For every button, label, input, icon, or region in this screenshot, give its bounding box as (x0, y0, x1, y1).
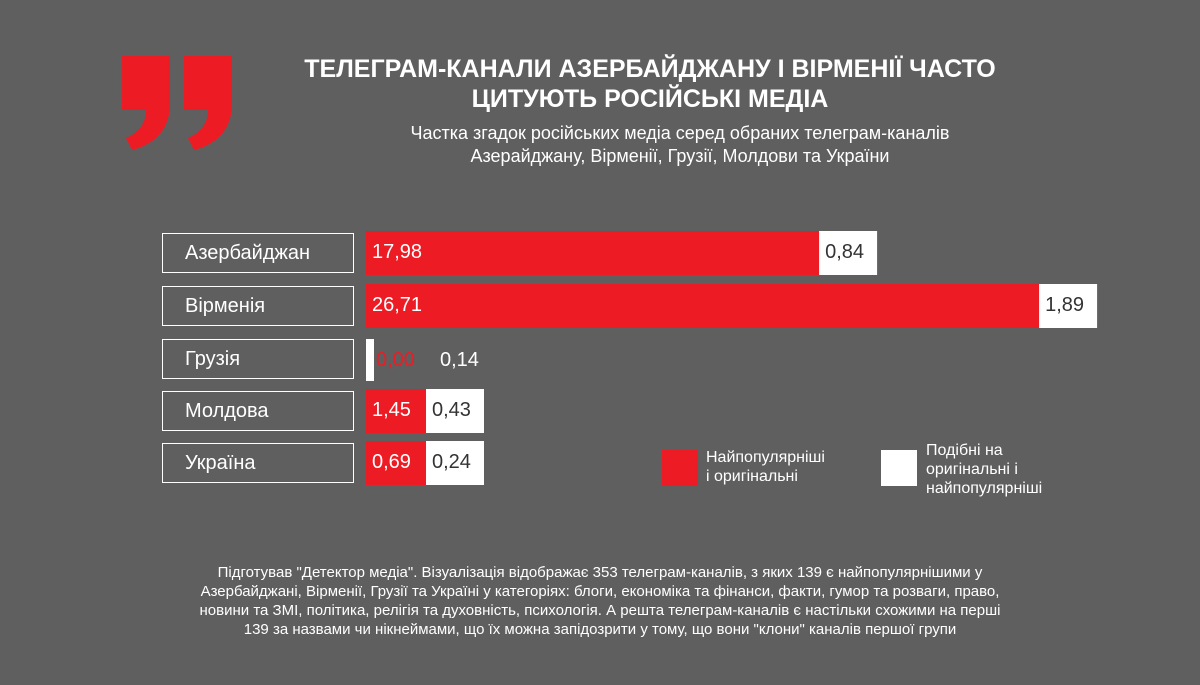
bar-similar-azerbaijan (819, 231, 878, 275)
legend-label-original: Найпопулярніші і оригінальні (706, 448, 825, 486)
value-label-original-armenia: 26,71 (372, 294, 422, 316)
bar-similar-armenia (1039, 284, 1098, 328)
legend-original-line-2: і оригінальні (706, 468, 798, 485)
bar-similar-georgia (366, 339, 374, 381)
title-line-1: ТЕЛЕГРАМ-КАНАЛИ АЗЕРБАЙДЖАНУ І ВІРМЕНІЇ … (304, 55, 996, 83)
bar-original-armenia (366, 284, 1040, 328)
bar-original-azerbaijan (366, 231, 820, 275)
category-label-armenia: Вірменія (162, 286, 354, 326)
page-title: ТЕЛЕГРАМ-КАНАЛИ АЗЕРБАЙДЖАНУ І ВІРМЕНІЇ … (230, 54, 1070, 114)
subtitle-line-1: Частка згадок російських медіа серед обр… (410, 123, 950, 143)
legend-similar-line-3: найпопулярніші (926, 480, 1043, 497)
value-label-original-moldova: 1,45 (372, 399, 411, 421)
category-label-ukraine: Україна (162, 443, 354, 483)
footnote-line-2: Азербайджані, Вірменії, Грузії та Україн… (200, 583, 1000, 600)
value-label-original-ukraine: 0,69 (372, 451, 411, 473)
value-label-similar-armenia: 1,89 (1045, 294, 1084, 316)
legend-similar-line-1: Подібні на (926, 442, 1003, 459)
bar-original-ukraine (366, 441, 426, 485)
bar-original-moldova (366, 389, 426, 433)
value-label-similar-moldova: 0,43 (432, 399, 471, 421)
legend-original-line-1: Найпопулярніші (706, 449, 825, 466)
value-label-original-azerbaijan: 17,98 (372, 241, 422, 263)
category-label-moldova: Молдова (162, 391, 354, 431)
footnote-line-4: 139 за назвами чи нікнеймами, що їх можн… (243, 621, 957, 638)
bar-similar-moldova (426, 389, 484, 433)
footnote: Підготував "Детектор медіа". Візуалізаці… (110, 563, 1090, 639)
value-label-similar-georgia: 0,14 (440, 349, 479, 371)
quote-icon (122, 56, 232, 150)
footnote-line-1: Підготував "Детектор медіа". Візуалізаці… (217, 564, 983, 581)
legend-label-similar: Подібні на оригінальні і найпопулярніші (926, 441, 1042, 498)
legend-similar-line-2: оригінальні і (926, 461, 1018, 478)
subtitle-line-2: Азерайджану, Вірменії, Грузії, Молдови т… (470, 146, 890, 166)
category-label-georgia: Грузія (162, 339, 354, 379)
value-label-similar-ukraine: 0,24 (432, 451, 471, 473)
category-label-azerbaijan: Азербайджан (162, 233, 354, 273)
value-label-original-georgia: 0,00 (376, 349, 415, 371)
footnote-line-3: новини та ЗМІ, політика, релігія та духо… (199, 602, 1001, 619)
value-label-similar-azerbaijan: 0,84 (825, 241, 864, 263)
legend-swatch-original (662, 450, 698, 486)
bar-similar-ukraine (426, 441, 484, 485)
legend-swatch-similar (881, 450, 917, 486)
page-subtitle: Частка згадок російських медіа серед обр… (300, 122, 1060, 168)
title-line-2: ЦИТУЮТЬ РОСІЙСЬКІ МЕДІА (471, 85, 829, 113)
